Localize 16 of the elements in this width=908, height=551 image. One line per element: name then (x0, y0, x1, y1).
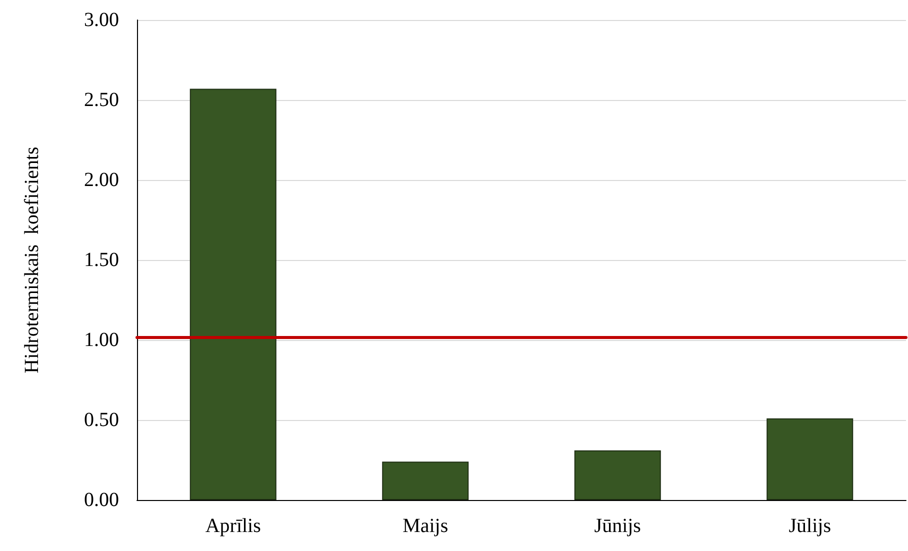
x-tick-label: Maijs (402, 515, 448, 537)
x-tick-label: Aprīlis (205, 515, 262, 537)
bar (382, 462, 469, 500)
x-tick-label: Jūlijs (788, 515, 832, 537)
bar (190, 88, 276, 500)
bar (766, 418, 854, 500)
y-tick-label: 0.00 (84, 489, 119, 511)
y-tick-label: 3.00 (84, 9, 119, 31)
y-tick-label: 2.50 (84, 89, 119, 111)
y-tick-label: 1.00 (84, 329, 119, 351)
y-tick-label: 1.50 (84, 249, 119, 271)
x-tick-label: Jūnijs (594, 515, 642, 537)
y-axis-title: Hidrotermiskais koeficients (21, 146, 43, 374)
bar (574, 450, 661, 500)
y-tick-label: 2.00 (84, 169, 119, 191)
y-tick-label: 0.50 (84, 409, 119, 431)
